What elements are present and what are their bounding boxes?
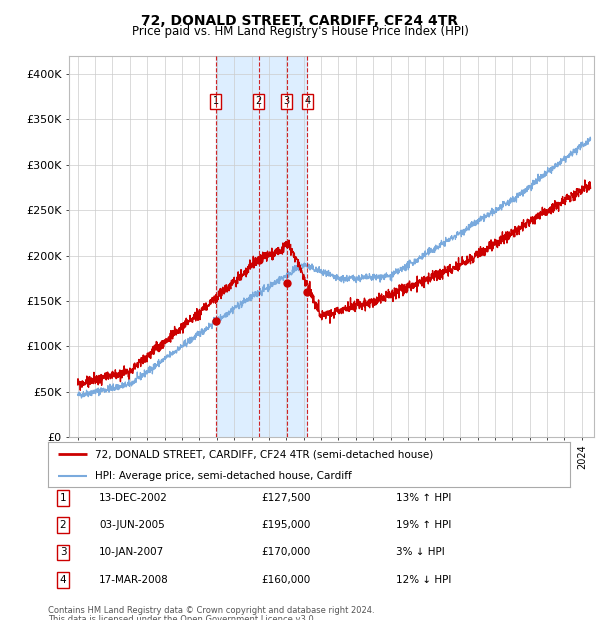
Text: 4: 4 (59, 575, 67, 585)
Text: 3% ↓ HPI: 3% ↓ HPI (396, 547, 445, 557)
Text: HPI: Average price, semi-detached house, Cardiff: HPI: Average price, semi-detached house,… (95, 471, 352, 480)
Text: 72, DONALD STREET, CARDIFF, CF24 4TR (semi-detached house): 72, DONALD STREET, CARDIFF, CF24 4TR (se… (95, 449, 433, 459)
Text: 1: 1 (59, 493, 67, 503)
Text: 19% ↑ HPI: 19% ↑ HPI (396, 520, 451, 530)
Text: 2: 2 (59, 520, 67, 530)
Text: 1: 1 (213, 96, 219, 106)
Text: £127,500: £127,500 (261, 493, 311, 503)
Text: £170,000: £170,000 (261, 547, 310, 557)
Text: 2: 2 (256, 96, 262, 106)
Text: 12% ↓ HPI: 12% ↓ HPI (396, 575, 451, 585)
Text: 3: 3 (284, 96, 290, 106)
Text: 03-JUN-2005: 03-JUN-2005 (99, 520, 165, 530)
Text: £195,000: £195,000 (261, 520, 310, 530)
Text: £160,000: £160,000 (261, 575, 310, 585)
Text: 72, DONALD STREET, CARDIFF, CF24 4TR: 72, DONALD STREET, CARDIFF, CF24 4TR (142, 14, 458, 28)
Bar (216, 56, 307, 437)
Text: 3: 3 (59, 547, 67, 557)
Text: 10-JAN-2007: 10-JAN-2007 (99, 547, 164, 557)
Text: 17-MAR-2008: 17-MAR-2008 (99, 575, 169, 585)
Text: This data is licensed under the Open Government Licence v3.0.: This data is licensed under the Open Gov… (48, 615, 316, 620)
Text: Price paid vs. HM Land Registry's House Price Index (HPI): Price paid vs. HM Land Registry's House … (131, 25, 469, 38)
Text: 4: 4 (304, 96, 310, 106)
Text: 13-DEC-2002: 13-DEC-2002 (99, 493, 168, 503)
Text: 13% ↑ HPI: 13% ↑ HPI (396, 493, 451, 503)
Text: Contains HM Land Registry data © Crown copyright and database right 2024.: Contains HM Land Registry data © Crown c… (48, 606, 374, 616)
